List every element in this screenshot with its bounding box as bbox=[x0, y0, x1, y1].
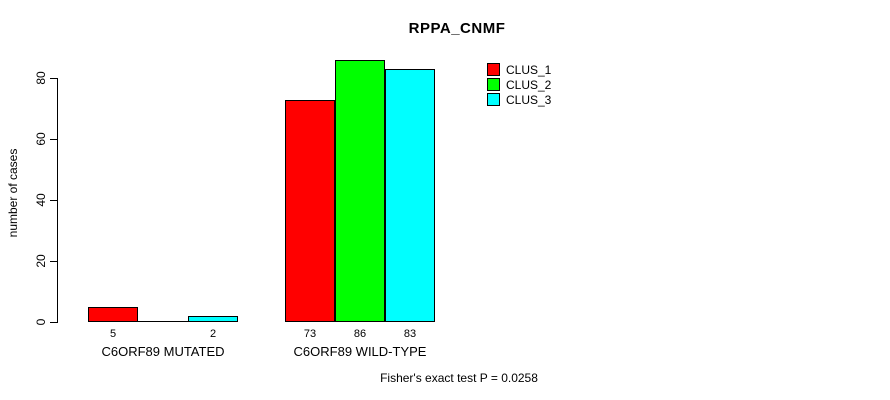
y-tick-mark bbox=[50, 78, 57, 79]
legend-row-clus_1: CLUS_1 bbox=[487, 62, 551, 77]
legend-swatch-clus_2 bbox=[487, 78, 500, 91]
legend-swatch-clus_1 bbox=[487, 63, 500, 76]
bar-clus_3-group2 bbox=[385, 69, 435, 322]
y-tick-label: 0 bbox=[34, 318, 48, 326]
group-label-1: C6ORF89 MUTATED bbox=[101, 344, 225, 359]
bar-clus_2-group2 bbox=[335, 60, 385, 322]
chart-title: RPPA_CNMF bbox=[408, 20, 506, 37]
bar-value-label: 73 bbox=[303, 328, 317, 340]
legend-swatch-clus_3 bbox=[487, 93, 500, 106]
legend: CLUS_1 CLUS_2 CLUS_3 bbox=[487, 62, 551, 107]
legend-row-clus_2: CLUS_2 bbox=[487, 77, 551, 92]
bar-value-label: 2 bbox=[209, 328, 217, 340]
legend-row-clus_3: CLUS_3 bbox=[487, 92, 551, 107]
bar-clus_1-group1 bbox=[88, 307, 138, 322]
legend-label: CLUS_1 bbox=[506, 62, 552, 77]
y-tick-mark bbox=[50, 261, 57, 262]
y-tick-mark bbox=[50, 139, 57, 140]
bar-clus_3-group1 bbox=[188, 316, 238, 322]
y-tick-mark bbox=[50, 322, 57, 323]
y-tick-label: 20 bbox=[34, 254, 48, 268]
y-tick-label: 40 bbox=[34, 193, 48, 207]
bar-value-label: 5 bbox=[109, 328, 117, 340]
legend-label: CLUS_3 bbox=[506, 92, 552, 107]
bar-clus_2-group1-zero bbox=[138, 321, 188, 322]
bar-clus_1-group2 bbox=[285, 100, 335, 322]
fisher-test-note: Fisher's exact test P = 0.0258 bbox=[380, 371, 538, 385]
y-axis-line bbox=[57, 78, 58, 323]
bar-value-label: 86 bbox=[353, 328, 367, 340]
group-label-2: C6ORF89 WILD-TYPE bbox=[293, 344, 427, 359]
legend-label: CLUS_2 bbox=[506, 77, 552, 92]
y-tick-label: 80 bbox=[34, 71, 48, 85]
y-tick-mark bbox=[50, 200, 57, 201]
y-axis-title: number of cases bbox=[6, 148, 20, 238]
bar-value-label: 83 bbox=[403, 328, 417, 340]
y-tick-label: 60 bbox=[34, 132, 48, 146]
